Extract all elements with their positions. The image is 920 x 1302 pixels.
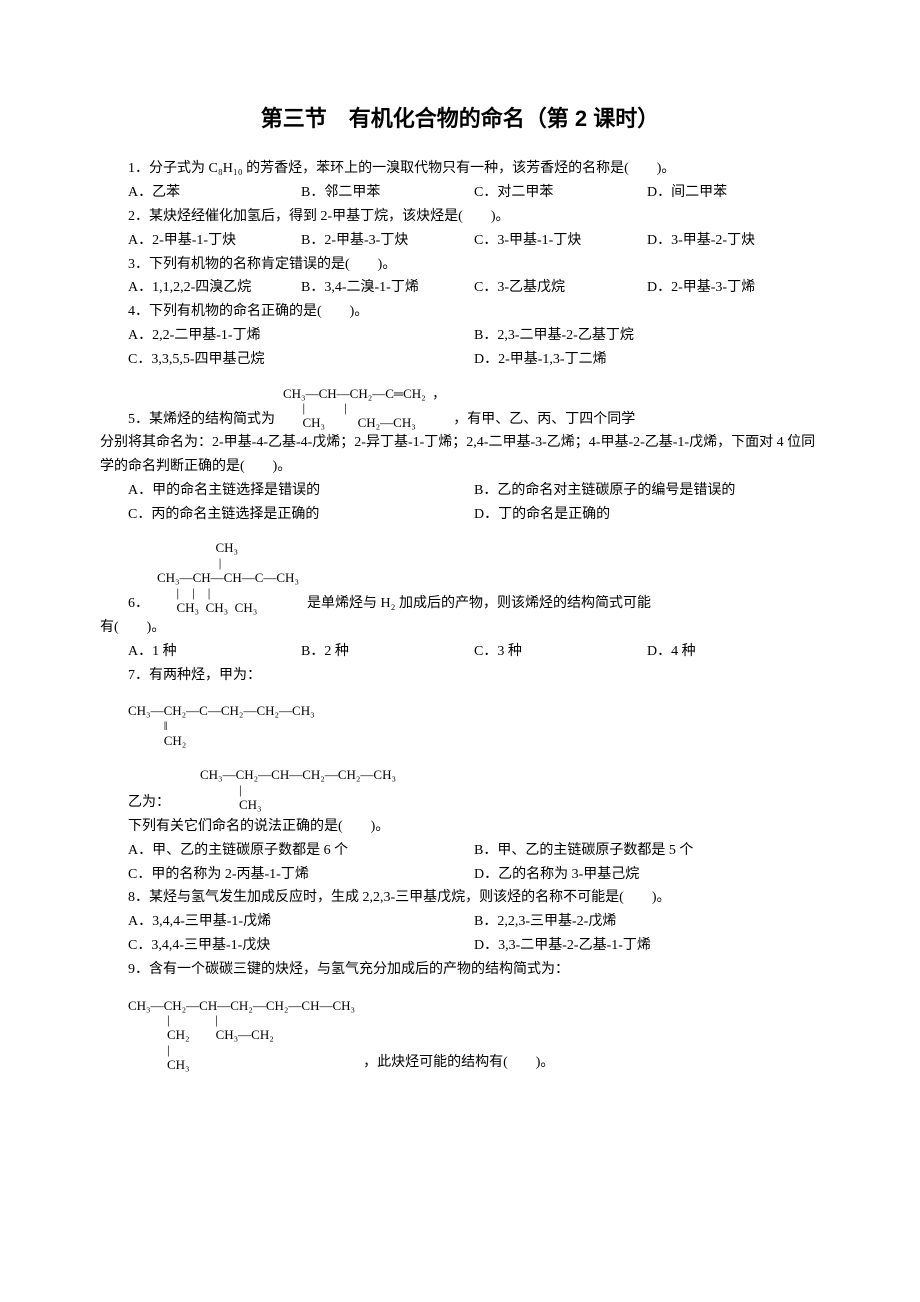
q8-opt-a: A．3,4,4-三甲基-1-戊烯	[128, 910, 474, 934]
q9-stem: 9．含有一个碳碳三键的炔烃，与氢气充分加成后的产物的结构简式为：	[100, 958, 820, 982]
q7-jia-l1: CH₃—CH₂—C—CH₂—CH₂—CH₃	[128, 703, 315, 718]
q6-options: A．1 种 B．2 种 C．3 种 D．4 种	[128, 640, 820, 664]
q2-stem: 2．某炔烃经催化加氢后，得到 2-甲基丁烷，该炔烃是( )。	[100, 205, 820, 229]
q9-structure: CH₃—CH₂—CH—CH₂—CH₂—CH—CH₃ | | CH₂ CH₃—CH…	[128, 984, 355, 1074]
q8-opt-b: B．2,2,3-三甲基-2-戊烯	[474, 910, 820, 934]
q5-opt-c: C．丙的命名主链选择是正确的	[128, 503, 474, 527]
q6-opt-d: D．4 种	[647, 640, 820, 664]
q5-cont: 分别将其命名为：2-甲基-4-乙基-4-戊烯；2-异丁基-1-丁烯；2,4-二甲…	[100, 431, 820, 479]
q5-stem-line: 5．某烯烃的结构简式为 CH₃—CH—CH₂—C═CH₂ ， | | CH₃ C…	[100, 372, 820, 432]
q3-opt-a: A．1,1,2,2-四溴乙烷	[128, 276, 301, 300]
q7-cont: 下列有关它们命名的说法正确的是( )。	[100, 815, 820, 839]
q9-s-l2: | |	[128, 1012, 218, 1027]
q4-opt-b: B．2,3-二甲基-2-乙基丁烷	[474, 324, 820, 348]
q9-s-l3: CH₂ CH₃—CH₂	[128, 1027, 274, 1042]
q6-lead: 6．	[100, 592, 149, 616]
q9-s-l4: |	[128, 1042, 170, 1057]
q4-stem: 4．下列有机物的命名正确的是( )。	[100, 300, 820, 324]
q7-stem: 7．有两种烃，甲为：	[100, 664, 820, 688]
q7-yi-line: 乙为： CH₃—CH₂—CH—CH₂—CH₂—CH₃ | CH₃	[100, 751, 820, 815]
q5-opt-b: B．乙的命名对主链碳原子的编号是错误的	[474, 479, 820, 503]
q7-jia-structure: CH₃—CH₂—C—CH₂—CH₂—CH₃ ‖ CH₂	[128, 690, 315, 750]
q3-stem: 3．下列有机物的名称肯定错误的是( )。	[100, 253, 820, 277]
q6-tail: 是单烯烃与 H₂ 加成后的产物，则该烯烃的结构简式可能	[307, 592, 651, 616]
q4-options: A．2,2-二甲基-1-丁烯 B．2,3-二甲基-2-乙基丁烷 C．3,3,5,…	[128, 324, 820, 372]
q6-opt-b: B．2 种	[301, 640, 474, 664]
q5-s-l1: CH₃—CH—CH₂—C═CH₂ ，	[283, 386, 445, 401]
q6-opt-a: A．1 种	[128, 640, 301, 664]
q1-opt-a: A．乙苯	[128, 181, 301, 205]
q1-opt-d: D．间二甲苯	[647, 181, 820, 205]
q1-opt-b: B．邻二甲苯	[301, 181, 474, 205]
q5-opt-d: D．丁的命名是正确的	[474, 503, 820, 527]
q6-s-l2: |	[157, 555, 221, 570]
q9-tail: ，此炔烃可能的结构有( )。	[363, 1051, 554, 1075]
q3-opt-b: B．3,4-二溴-1-丁烯	[301, 276, 474, 300]
q7-opt-a: A．甲、乙的主链碳原子数都是 6 个	[128, 839, 474, 863]
q7-opt-b: B．甲、乙的主链碳原子数都是 5 个	[474, 839, 820, 863]
q5-opt-a: A．甲的命名主链选择是错误的	[128, 479, 474, 503]
q7-yi-l2: |	[200, 782, 242, 797]
q5-s-l3: CH₃ CH₂—CH₃	[283, 415, 416, 430]
q5-tail: ，有甲、乙、丙、丁四个同学	[453, 408, 635, 432]
q6-structure: CH₃ | CH₃—CH—CH—C—CH₃ | | | CH₃ CH₃ CH₃	[157, 527, 299, 617]
q4-opt-c: C．3,3,5,5-四甲基己烷	[128, 348, 474, 372]
q3-opt-d: D．2-甲基-3-丁烯	[647, 276, 820, 300]
q9-s-l1: CH₃—CH₂—CH—CH₂—CH₂—CH—CH₃	[128, 998, 355, 1013]
q2-opt-c: C．3-甲基-1-丁炔	[474, 229, 647, 253]
q1-opt-c: C．对二甲苯	[474, 181, 647, 205]
q6-s-l3: CH₃—CH—CH—C—CH₃	[157, 570, 299, 585]
q3-options: A．1,1,2,2-四溴乙烷 B．3,4-二溴-1-丁烯 C．3-乙基戊烷 D．…	[128, 276, 820, 300]
q4-opt-d: D．2-甲基-1,3-丁二烯	[474, 348, 820, 372]
q2-opt-b: B．2-甲基-3-丁炔	[301, 229, 474, 253]
q1-stem: 1．分子式为 C₈H₁₀ 的芳香烃，苯环上的一溴取代物只有一种，该芳香烃的名称是…	[100, 157, 820, 181]
page-title: 第三节 有机化合物的命名（第 2 课时）	[100, 100, 820, 137]
q7-jia-l2: ‖	[128, 718, 167, 733]
q8-options: A．3,4,4-三甲基-1-戊烯 B．2,2,3-三甲基-2-戊烯 C．3,4,…	[128, 910, 820, 958]
q7-yi-l1: CH₃—CH₂—CH—CH₂—CH₂—CH₃	[200, 767, 396, 782]
q8-stem: 8．某烃与氢气发生加成反应时，生成 2,2,3-三甲基戊烷，则该烃的名称不可能是…	[100, 886, 820, 910]
q5-lead: 5．某烯烃的结构简式为	[100, 408, 275, 432]
q5-structure: CH₃—CH—CH₂—C═CH₂ ， | | CH₃ CH₂—CH₃	[283, 372, 445, 432]
q6-s-l5: CH₃ CH₃ CH₃	[157, 600, 257, 615]
q2-opt-d: D．3-甲基-2-丁炔	[647, 229, 820, 253]
q6-stem-line: 6． CH₃ | CH₃—CH—CH—C—CH₃ | | | CH₃ CH₃ C…	[100, 527, 820, 617]
q7-opt-d: D．乙的名称为 3-甲基己烷	[474, 863, 820, 887]
q4-opt-a: A．2,2-二甲基-1-丁烯	[128, 324, 474, 348]
q5-options: A．甲的命名主链选择是错误的 B．乙的命名对主链碳原子的编号是错误的 C．丙的命…	[128, 479, 820, 527]
q2-options: A．2-甲基-1-丁炔 B．2-甲基-3-丁炔 C．3-甲基-1-丁炔 D．3-…	[128, 229, 820, 253]
q7-options: A．甲、乙的主链碳原子数都是 6 个 B．甲、乙的主链碳原子数都是 5 个 C．…	[128, 839, 820, 887]
q7-jia-l3: CH₂	[128, 733, 186, 748]
q7-opt-c: C．甲的名称为 2-丙基-1-丁烯	[128, 863, 474, 887]
q1-options: A．乙苯 B．邻二甲苯 C．对二甲苯 D．间二甲苯	[128, 181, 820, 205]
q7-yi-l3: CH₃	[200, 797, 262, 812]
q6-s-l1: CH₃	[157, 540, 238, 555]
q6-cont: 有( )。	[100, 616, 820, 640]
q6-opt-c: C．3 种	[474, 640, 647, 664]
q8-opt-c: C．3,4,4-三甲基-1-戊炔	[128, 934, 474, 958]
q9-s-l5: CH₃	[128, 1057, 190, 1072]
q7-yi-lead: 乙为：	[100, 791, 170, 815]
q3-opt-c: C．3-乙基戊烷	[474, 276, 647, 300]
q5-s-l2: | |	[283, 400, 347, 415]
q9-struct-line: CH₃—CH₂—CH—CH₂—CH₂—CH—CH₃ | | CH₂ CH₃—CH…	[128, 982, 820, 1076]
q7-yi-structure: CH₃—CH₂—CH—CH₂—CH₂—CH₃ | CH₃	[200, 753, 396, 813]
q2-opt-a: A．2-甲基-1-丁炔	[128, 229, 301, 253]
q8-opt-d: D．3,3-二甲基-2-乙基-1-丁烯	[474, 934, 820, 958]
q6-s-l4: | | |	[157, 585, 210, 600]
